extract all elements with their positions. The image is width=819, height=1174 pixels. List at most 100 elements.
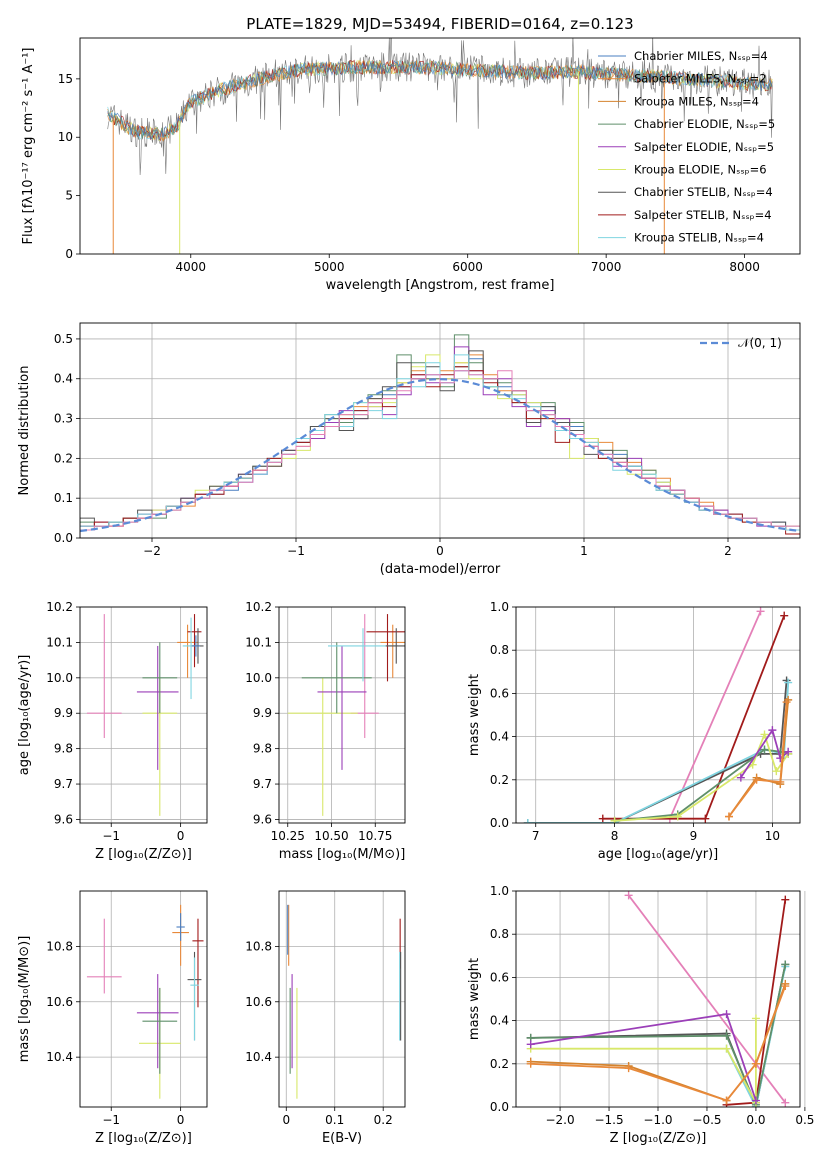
- plot-area-weight_vs_age: [523, 607, 793, 823]
- x-axis-label: mass [log₁₀(M/M⊙)]: [279, 847, 406, 862]
- axes-frame: [278, 606, 406, 824]
- panel-weight_vs_Z: −2.0 −1.5 −1.0 −0.5 0.0 0.5 0.0 0.2 0.4 0.6 0.8 1.0…: [467, 884, 814, 1146]
- legend-label: Kroupa MILES, Nₛₛₚ=4: [634, 94, 759, 108]
- x-axis-label: E(B-V): [322, 1131, 362, 1146]
- panel-mass_vs_ebv: 0 0.1 0.2 10.4 10.6 10.8 E(B-V): [245, 890, 406, 1146]
- x-tick-label: −2.0: [545, 1113, 574, 1127]
- weight-marker: [722, 1096, 731, 1105]
- x-tick-label: 7000: [591, 260, 622, 274]
- gaussian-curve: [80, 378, 800, 533]
- y-tick-label: 0.8: [490, 927, 509, 941]
- x-tick-label: −0.5: [692, 1113, 721, 1127]
- y-tick-label: 0.2: [490, 773, 509, 787]
- weight-marker: [526, 1059, 535, 1068]
- x-axis-label: Z [log₁₀(Z/Z⊙)]: [610, 1131, 707, 1146]
- y-tick-label: 9.6: [54, 812, 73, 826]
- y-axis-label: Flux [fλ10⁻¹⁷ erg cm⁻² s⁻¹ A⁻¹]: [21, 48, 36, 245]
- weight-series: [530, 1018, 757, 1104]
- x-tick-label: −1.5: [594, 1113, 623, 1127]
- y-axis-label: mass weight: [467, 958, 482, 1040]
- weight-marker: [756, 607, 765, 616]
- weight-marker: [673, 812, 682, 821]
- spectrum-legend: Chabrier MILES, Nₛₛₚ=4 Salpeter MILES, Nₛ…: [598, 49, 775, 245]
- x-tick-label: 0: [436, 544, 444, 558]
- legend-label: Salpeter ELODIE, Nₛₛₚ=5: [634, 140, 774, 154]
- x-tick-label: 5000: [314, 260, 345, 274]
- x-tick-label: 0.0: [746, 1113, 765, 1127]
- y-tick-label: 10.6: [245, 995, 272, 1009]
- axes-frame: [515, 606, 801, 824]
- axes-frame: [79, 322, 801, 539]
- x-tick-label: −1: [287, 544, 305, 558]
- y-axis-label: mass [log₁₀(M/M⊙)]: [17, 936, 32, 1063]
- y-tick-label: 10.0: [46, 671, 73, 685]
- x-tick-label: 9: [690, 829, 698, 843]
- y-tick-label: 0.6: [490, 686, 509, 700]
- x-tick-label: 1: [580, 544, 588, 558]
- weight-marker: [701, 814, 710, 823]
- x-tick-label: −1.0: [643, 1113, 672, 1127]
- y-tick-label: 10.2: [46, 600, 73, 614]
- weight-marker: [780, 611, 789, 620]
- x-tick-label: 6000: [452, 260, 483, 274]
- axes-frame: [79, 37, 801, 255]
- y-tick-label: 0.2: [54, 451, 73, 465]
- histogram-series: [80, 354, 800, 538]
- y-tick-label: 0.3: [54, 412, 73, 426]
- y-tick-label: 9.6: [253, 812, 272, 826]
- x-tick-label: 2: [724, 544, 732, 558]
- x-tick-label: 0: [177, 829, 185, 843]
- y-tick-label: 0.0: [54, 531, 73, 545]
- weight-marker: [526, 1040, 535, 1049]
- y-tick-label: 9.7: [54, 777, 73, 791]
- x-tick-label: 10.75: [358, 829, 392, 843]
- weight-marker: [772, 767, 781, 776]
- y-tick-label: 0.0: [490, 816, 509, 830]
- x-tick-label: −1: [102, 1113, 120, 1127]
- figure-title: PLATE=1829, MJD=53494, FIBERID=0164, z=0…: [246, 15, 633, 33]
- x-tick-label: 8: [611, 829, 619, 843]
- x-tick-label: 0.1: [325, 1113, 344, 1127]
- axes-frame: [515, 890, 801, 1108]
- y-tick-label: 1.0: [490, 600, 509, 614]
- legend-label: Chabrier STELIB, Nₛₛₚ=4: [634, 185, 773, 199]
- plot-area-age_vs_mass: [287, 614, 405, 816]
- legend-label: Salpeter MILES, Nₛₛₚ=2: [634, 72, 767, 86]
- y-tick-label: 10.4: [46, 1050, 73, 1064]
- y-tick-label: 0.5: [54, 332, 73, 346]
- panel-spectrum: 4000 5000 6000 7000 8000 0 5 10 15 wavelength [An…: [21, 37, 801, 293]
- weight-marker: [776, 777, 785, 786]
- weight-marker: [722, 1031, 731, 1040]
- y-tick-label: 0.6: [490, 970, 509, 984]
- panel-age_vs_Z: −1 0 9.6 9.7 9.8 9.9 10.0 10.1 10.2 Z [log₁₀(Z/Z⊙…: [17, 600, 208, 862]
- weight-marker: [760, 745, 769, 754]
- y-axis-label: age [log₁₀(age/yr)]: [17, 655, 32, 776]
- y-tick-label: 5: [65, 189, 73, 203]
- y-tick-label: 0.4: [490, 1014, 509, 1028]
- y-tick-label: 9.8: [54, 742, 73, 756]
- weight-marker: [725, 812, 733, 821]
- x-tick-label: 10.50: [314, 829, 348, 843]
- axes-frame: [79, 606, 208, 824]
- weight-series: [530, 1013, 757, 1101]
- y-tick-label: 9.9: [253, 706, 272, 720]
- weight-marker: [624, 891, 633, 900]
- x-tick-label: 8000: [729, 260, 760, 274]
- y-tick-label: 0: [65, 247, 73, 261]
- x-tick-label: 7: [532, 829, 540, 843]
- x-tick-label: 0: [177, 1113, 185, 1127]
- legend-label: Kroupa STELIB, Nₛₛₚ=4: [634, 231, 764, 245]
- y-tick-label: 0.8: [490, 643, 509, 657]
- plot-area-residual_hist: [80, 334, 800, 538]
- x-tick-label: 0: [282, 1113, 290, 1127]
- x-tick-label: −1: [102, 829, 120, 843]
- y-tick-label: 0.1: [54, 491, 73, 505]
- legend-label: Salpeter STELIB, Nₛₛₚ=4: [634, 208, 772, 222]
- legend-label: 𝒩(0, 1): [738, 336, 782, 350]
- weight-marker: [784, 678, 793, 687]
- weight-marker: [768, 726, 777, 735]
- weight-marker: [624, 1064, 633, 1073]
- x-tick-label: 4000: [175, 260, 206, 274]
